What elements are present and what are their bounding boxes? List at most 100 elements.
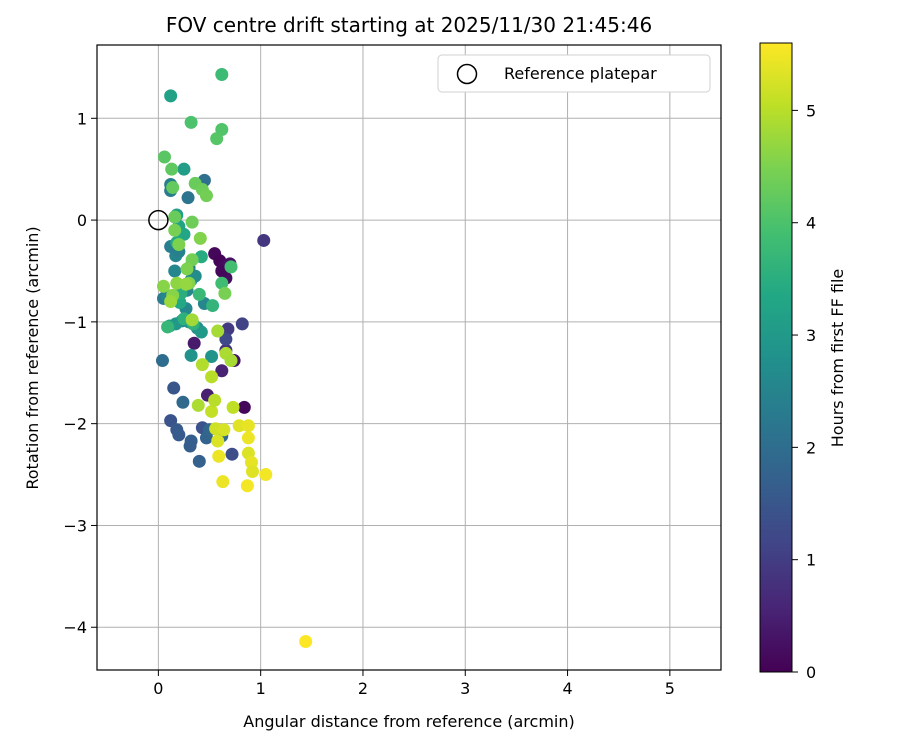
x-axis-ticks: 0 1 2 3 4 5 [153, 670, 675, 698]
data-point [219, 332, 233, 346]
data-point [299, 634, 313, 648]
colorbar-tick-label: 0 [806, 663, 816, 682]
data-point [187, 336, 201, 350]
data-point [235, 317, 249, 331]
y-axis-ticks: 1 0 −1 −2 −3 −4 [63, 109, 97, 637]
data-point [241, 431, 255, 445]
data-point [215, 68, 229, 82]
data-point [185, 215, 199, 229]
x-tick-label: 3 [460, 679, 470, 698]
data-point [183, 439, 197, 453]
data-point [215, 276, 229, 290]
data-point [184, 115, 198, 129]
data-point [192, 287, 206, 301]
data-point [179, 277, 193, 291]
data-point [224, 260, 238, 274]
data-point [164, 414, 178, 428]
y-tick-label: −1 [63, 313, 87, 332]
x-tick-label: 2 [358, 679, 368, 698]
y-axis-label: Rotation from reference (arcmin) [23, 226, 42, 489]
data-point [211, 434, 225, 448]
legend-box [437, 54, 711, 93]
data-point [164, 295, 178, 309]
data-point [205, 404, 219, 418]
y-tick-label: 1 [77, 109, 87, 128]
colorbar-ticks: 0 1 2 3 4 5 [792, 101, 816, 682]
data-point [193, 231, 207, 245]
data-point [194, 325, 208, 339]
data-point [184, 348, 198, 362]
data-point [205, 370, 219, 384]
x-tick-label: 4 [562, 679, 572, 698]
data-point [205, 349, 219, 363]
colorbar-tick-label: 2 [806, 438, 816, 457]
data-point [217, 423, 231, 437]
data-point [211, 324, 225, 338]
data-point [168, 264, 182, 278]
data-point [180, 262, 194, 276]
data-point [156, 279, 170, 293]
legend-marker [456, 63, 478, 85]
data-point [208, 393, 222, 407]
data-point [185, 313, 199, 327]
plot-frame [96, 44, 722, 671]
data-point [191, 398, 205, 412]
data-points [155, 68, 313, 648]
data-point [165, 162, 179, 176]
data-point [167, 381, 181, 395]
legend: Reference platepar [437, 54, 711, 93]
data-point [172, 238, 186, 252]
data-point [181, 191, 195, 205]
colorbar-tick-label: 1 [806, 551, 816, 570]
data-point [176, 395, 190, 409]
colorbar-tick-label: 4 [806, 214, 816, 233]
y-tick-label: −3 [63, 516, 87, 535]
y-tick-label: −2 [63, 415, 87, 434]
data-point [168, 210, 182, 224]
data-point [168, 223, 182, 237]
y-tick-label: −4 [63, 618, 87, 637]
x-tick-label: 0 [153, 679, 163, 698]
data-point [206, 299, 220, 313]
legend-entry: Reference platepar [504, 64, 657, 83]
colorbar-tick-label: 5 [806, 101, 816, 120]
data-point [177, 162, 191, 176]
data-point [237, 400, 251, 414]
data-point [225, 447, 239, 461]
x-axis-label: Angular distance from reference (arcmin) [243, 712, 574, 731]
data-point [216, 475, 230, 489]
data-point [212, 449, 226, 463]
data-point [245, 465, 259, 479]
x-tick-label: 5 [665, 679, 675, 698]
data-point [210, 132, 224, 146]
x-tick-label: 1 [256, 679, 266, 698]
data-point [158, 150, 172, 164]
data-point [199, 189, 213, 203]
data-point [218, 286, 232, 300]
colorbar: 0 1 2 3 4 5 Hours from first FF file [759, 42, 847, 682]
data-point [161, 320, 175, 334]
data-point [257, 233, 271, 247]
colorbar-gradient [759, 42, 793, 673]
data-point [192, 454, 206, 468]
grid [97, 45, 721, 670]
data-point [164, 89, 178, 103]
data-point [221, 322, 235, 336]
chart-title: FOV centre drift starting at 2025/11/30 … [166, 13, 652, 37]
data-point [215, 364, 229, 378]
data-point [172, 428, 186, 442]
data-point [241, 419, 255, 433]
data-point [259, 468, 273, 482]
data-point [226, 400, 240, 414]
colorbar-label: Hours from first FF file [828, 269, 847, 448]
data-point [155, 354, 169, 368]
data-point [240, 479, 254, 493]
y-tick-label: 0 [77, 211, 87, 230]
data-point [232, 419, 246, 433]
data-point [224, 354, 238, 368]
colorbar-tick-label: 3 [806, 326, 816, 345]
reference-platepar-marker [148, 209, 169, 231]
data-point [166, 181, 180, 195]
data-point [195, 358, 209, 372]
